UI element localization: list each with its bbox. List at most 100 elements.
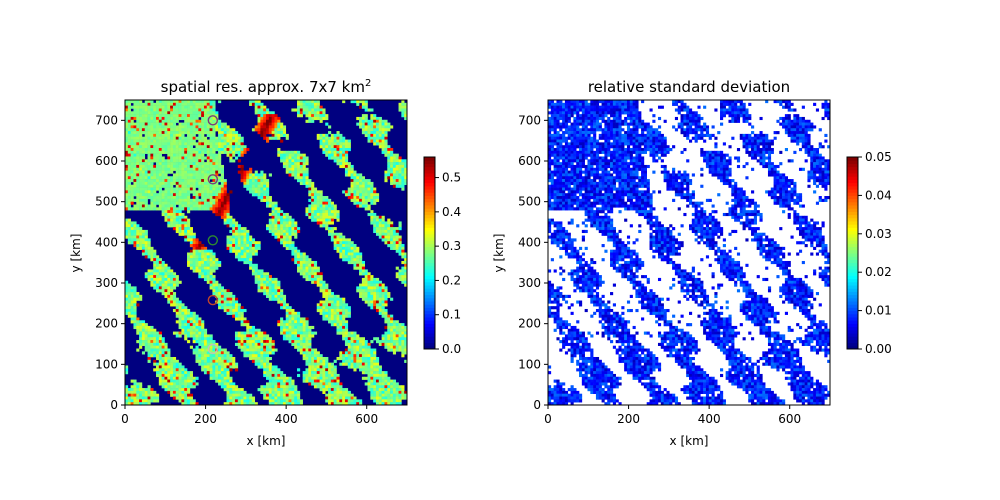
heatmap-cell bbox=[398, 241, 402, 245]
heatmap-cell bbox=[189, 176, 193, 180]
heatmap-cell bbox=[212, 162, 216, 166]
heatmap-cell bbox=[212, 184, 216, 188]
heatmap-cell bbox=[271, 373, 275, 378]
heatmap-cell bbox=[271, 204, 275, 208]
heatmap-cell bbox=[390, 153, 394, 157]
heatmap-cell bbox=[254, 345, 258, 349]
heatmap-cell bbox=[330, 210, 334, 214]
heatmap-cell bbox=[381, 232, 385, 236]
heatmap-cell bbox=[175, 221, 179, 225]
heatmap-cell bbox=[223, 210, 227, 214]
heatmap-cell bbox=[201, 162, 205, 166]
heatmap-cell bbox=[181, 385, 185, 389]
heatmap-cell bbox=[359, 294, 363, 298]
heatmap-cell bbox=[401, 272, 405, 276]
heatmap-cell bbox=[398, 275, 402, 279]
heatmap-cell bbox=[243, 235, 247, 239]
heatmap-cell bbox=[153, 164, 157, 169]
heatmap-cell bbox=[147, 196, 151, 200]
heatmap-cell bbox=[364, 204, 368, 208]
heatmap-cell bbox=[209, 184, 213, 188]
heatmap-cell bbox=[336, 133, 340, 138]
heatmap-cell bbox=[325, 283, 329, 287]
heatmap-cell bbox=[198, 125, 202, 129]
heatmap-cell bbox=[206, 196, 210, 200]
heatmap-cell bbox=[288, 150, 292, 154]
heatmap-cell bbox=[220, 176, 224, 180]
heatmap-cell bbox=[302, 356, 306, 361]
heatmap-cell bbox=[156, 164, 160, 169]
heatmap-cell bbox=[325, 317, 329, 321]
heatmap-cell bbox=[237, 238, 241, 242]
heatmap-cell bbox=[288, 159, 292, 163]
heatmap-cell bbox=[125, 111, 129, 115]
heatmap-cell bbox=[342, 258, 346, 262]
heatmap-cell bbox=[322, 136, 326, 140]
heatmap-cell bbox=[288, 167, 292, 171]
heatmap-cell bbox=[127, 306, 131, 310]
heatmap-cell bbox=[136, 122, 140, 126]
heatmap-cell bbox=[161, 201, 165, 205]
heatmap-cell bbox=[294, 311, 298, 315]
heatmap-cell bbox=[229, 190, 233, 194]
heatmap-cell bbox=[184, 150, 188, 154]
heatmap-cell bbox=[254, 340, 258, 344]
heatmap-cell bbox=[178, 368, 182, 372]
heatmap-cell bbox=[192, 246, 196, 250]
heatmap-cell bbox=[153, 348, 157, 352]
heatmap-cell bbox=[387, 244, 391, 248]
heatmap-cell bbox=[390, 241, 394, 245]
heatmap-cell bbox=[344, 170, 349, 174]
heatmap-cell bbox=[158, 263, 162, 267]
heatmap-cell bbox=[153, 351, 157, 355]
heatmap-cell bbox=[260, 337, 264, 341]
heatmap-cell bbox=[144, 235, 148, 239]
heatmap-cell bbox=[201, 114, 205, 118]
heatmap-cell bbox=[195, 238, 199, 242]
heatmap-cell bbox=[347, 258, 351, 262]
heatmap-cell bbox=[212, 373, 216, 378]
heatmap-cell bbox=[153, 184, 157, 188]
heatmap-cell bbox=[271, 371, 275, 375]
heatmap-cell bbox=[192, 207, 196, 211]
heatmap-cell bbox=[125, 292, 129, 296]
heatmap-cell bbox=[175, 382, 179, 386]
heatmap-cell bbox=[147, 193, 151, 197]
heatmap-cell bbox=[234, 255, 239, 259]
heatmap-cell bbox=[187, 340, 191, 344]
heatmap-cell bbox=[291, 244, 295, 248]
heatmap-cell bbox=[150, 150, 154, 154]
heatmap-cell bbox=[381, 283, 385, 287]
heatmap-cell bbox=[294, 323, 298, 327]
heatmap-cell bbox=[370, 356, 374, 361]
heatmap-cell bbox=[189, 241, 193, 245]
heatmap-cell bbox=[311, 351, 315, 355]
heatmap-cell bbox=[373, 283, 377, 287]
heatmap-cell bbox=[395, 229, 399, 234]
heatmap-cell bbox=[125, 283, 129, 287]
heatmap-cell bbox=[147, 348, 151, 352]
heatmap-cell bbox=[226, 300, 230, 304]
heatmap-cell bbox=[288, 221, 292, 225]
heatmap-cell bbox=[342, 145, 346, 149]
heatmap-cell bbox=[280, 320, 284, 324]
heatmap-cell bbox=[297, 323, 301, 327]
heatmap-cell bbox=[198, 162, 202, 166]
heatmap-cell bbox=[178, 331, 182, 335]
heatmap-cell bbox=[299, 108, 303, 112]
heatmap-cell bbox=[130, 286, 134, 290]
heatmap-cell bbox=[285, 303, 289, 307]
heatmap-cell bbox=[373, 136, 377, 140]
heatmap-cell bbox=[285, 379, 289, 383]
heatmap-cell bbox=[147, 342, 151, 346]
heatmap-cell bbox=[271, 212, 275, 217]
heatmap-cell bbox=[139, 337, 143, 341]
heatmap-cell bbox=[192, 148, 196, 152]
heatmap-cell bbox=[218, 207, 222, 211]
heatmap-cell bbox=[125, 207, 129, 211]
heatmap-cell bbox=[161, 170, 165, 174]
heatmap-cell bbox=[203, 193, 208, 197]
heatmap-cell bbox=[328, 320, 332, 324]
heatmap-cell bbox=[370, 108, 374, 112]
heatmap-cell bbox=[215, 201, 219, 205]
